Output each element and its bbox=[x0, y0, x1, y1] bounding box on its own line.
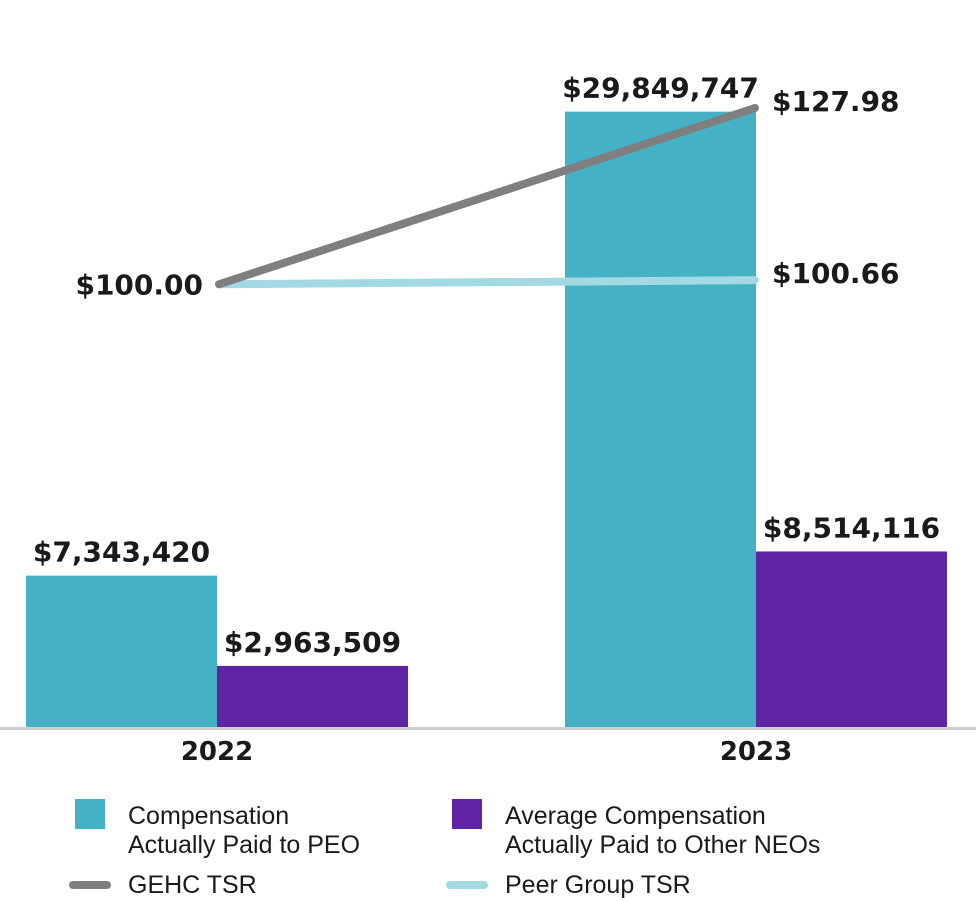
bar-label-series2-2023: $8,514,116 bbox=[763, 511, 940, 544]
legend-swatch-series1 bbox=[75, 799, 105, 829]
legend-label-gehc-tsr: GEHC TSR bbox=[128, 871, 257, 899]
legend-label-series1-line2: Actually Paid to PEO bbox=[128, 831, 360, 859]
x-tick-2022: 2022 bbox=[181, 737, 253, 767]
legend-label-peer-group-tsr: Peer Group TSR bbox=[505, 871, 691, 899]
tsr-line-gehc-tsr bbox=[215, 104, 759, 289]
bar-series2-2022 bbox=[217, 665, 408, 727]
bar-label-series1-2023: $29,849,747 bbox=[562, 72, 759, 105]
tsr-label-peer-group-tsr-2023: $100.66 bbox=[772, 257, 900, 290]
bar-label-series1-2022: $7,343,420 bbox=[33, 536, 210, 569]
bar-series1-2023 bbox=[565, 111, 756, 727]
bar-series1-2022 bbox=[26, 575, 217, 727]
legend-label-series1-line1: Compensation bbox=[128, 802, 289, 830]
bar-series2-2023 bbox=[756, 551, 947, 727]
tsr-line-peer-group-tsr bbox=[215, 276, 759, 289]
x-tick-2023: 2023 bbox=[720, 737, 792, 767]
legend-swatch-series2 bbox=[452, 799, 482, 829]
legend-label-series2-line2: Actually Paid to Other NEOs bbox=[505, 831, 820, 859]
legend-label-series2-line1: Average Compensation bbox=[505, 802, 766, 830]
bar-label-series2-2022: $2,963,509 bbox=[224, 626, 401, 659]
tsr-label-gehc-tsr-2023: $127.98 bbox=[772, 85, 900, 118]
tsr-label-gehc-tsr-2022: $100.00 bbox=[75, 268, 203, 301]
